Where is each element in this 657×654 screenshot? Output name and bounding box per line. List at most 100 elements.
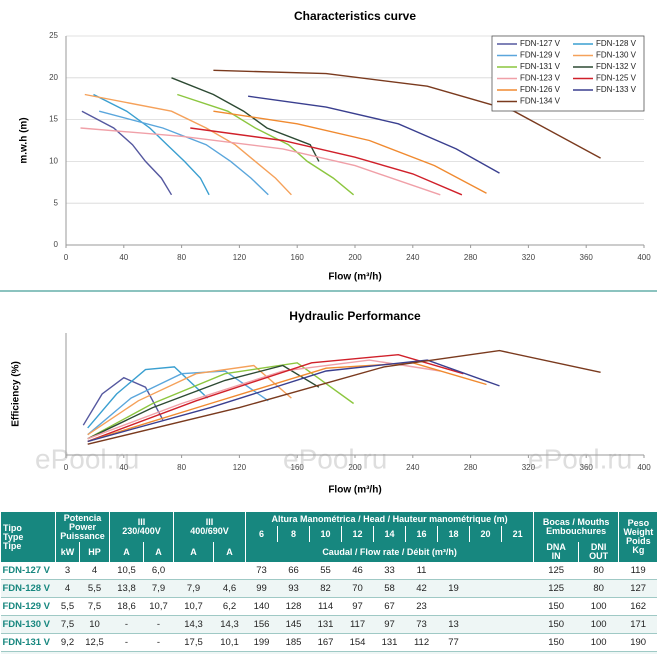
cell <box>437 562 470 580</box>
series-line <box>87 366 209 429</box>
cell: 7,9 <box>143 579 174 598</box>
unit: A <box>142 542 174 562</box>
cell: 199 <box>245 633 278 652</box>
x-tick-label: 280 <box>464 253 478 262</box>
chart-title: Characteristics curve <box>294 9 416 23</box>
cell: 112 <box>405 633 438 652</box>
h: 400/690V <box>190 526 229 536</box>
h: OUT <box>589 551 609 561</box>
series-line <box>248 95 500 174</box>
cell: 169 <box>341 651 374 654</box>
cell: 67 <box>373 597 406 616</box>
x-tick-label: 120 <box>233 463 247 472</box>
h: Puissance <box>60 530 105 541</box>
cell: 15 <box>79 651 110 654</box>
table-row: FDN-130 V 7,5 10- -14,3 14,3 156 145 131 117 97 73… <box>0 615 657 634</box>
series-line <box>81 110 173 196</box>
head-value: 18 <box>437 526 470 542</box>
cell: 171 <box>618 615 657 634</box>
x-tick-label: 400 <box>637 463 651 472</box>
x-tick-label: 200 <box>348 253 362 262</box>
cell <box>501 562 534 580</box>
cell: 66 <box>277 562 310 580</box>
cell: 73 <box>245 562 278 580</box>
head-value: 12 <box>341 526 374 542</box>
cell <box>469 633 502 652</box>
type-head: Tipo Type Tipe <box>0 512 56 562</box>
h: DNA <box>546 542 566 552</box>
unit: DNA IN <box>533 542 579 562</box>
x-tick-label: 160 <box>291 253 305 262</box>
watermark: ePool.ru <box>528 443 632 474</box>
cell: - <box>277 651 310 654</box>
cell: 123 <box>405 651 438 654</box>
cell: 17,5 <box>173 633 214 652</box>
cell: - <box>143 651 174 654</box>
cell: 185 <box>277 633 310 652</box>
table-header: Tipo Type Tipe Potencia Power Puissance III 2… <box>0 512 657 562</box>
cell: 10,5 <box>109 562 144 580</box>
h: Potencia <box>63 512 102 523</box>
cell: 125 <box>533 562 579 580</box>
y-tick-label: 20 <box>49 73 58 82</box>
chart-title: Hydraulic Performance <box>289 309 421 323</box>
cell: 119 <box>618 562 657 580</box>
cell: 80 <box>578 579 619 598</box>
cell: 139 <box>373 651 406 654</box>
cell: 100 <box>578 633 619 652</box>
cell: 13,8 <box>109 579 144 598</box>
watermark: ePool.ru <box>35 443 139 474</box>
h: Tipo <box>3 522 22 533</box>
x-tick-label: 320 <box>522 463 536 472</box>
cell: 77 <box>437 633 470 652</box>
cell: 20,4 <box>173 651 214 654</box>
series-line <box>84 93 292 196</box>
cell: 102 <box>437 651 470 654</box>
v690-head: III 400/690V <box>173 512 246 542</box>
h: IN <box>551 551 561 561</box>
legend-label: FDN-134 V <box>520 97 561 106</box>
cell: 127 <box>618 579 657 598</box>
unit: A <box>213 542 246 562</box>
series-line <box>82 376 164 426</box>
y-tick-label: 10 <box>49 157 58 166</box>
spec-table: Tipo Type Tipe Potencia Power Puissance III 2… <box>0 512 657 654</box>
x-tick-label: 40 <box>119 463 128 472</box>
cell: 221 <box>618 651 657 654</box>
power-head: Potencia Power Puissance <box>55 512 110 542</box>
legend-label: FDN-125 V <box>596 74 637 83</box>
y-tick-label: 25 <box>49 31 58 40</box>
series-line <box>177 93 355 196</box>
cell: 100 <box>578 597 619 616</box>
legend-label: FDN-123 V <box>520 74 561 83</box>
cell: 117 <box>341 615 374 634</box>
cell: - <box>143 615 174 634</box>
cell: 5,5 <box>55 597 80 616</box>
y-tick-label: 0 <box>54 240 59 249</box>
x-axis-label: Flow (m³/h) <box>328 485 381 496</box>
cell: 4,6 <box>213 579 246 598</box>
cell <box>469 597 502 616</box>
cell: 80 <box>578 562 619 580</box>
x-tick-label: 80 <box>177 463 186 472</box>
cell: 5,5 <box>79 579 110 598</box>
cell: 6,0 <box>143 562 174 580</box>
unit: kW <box>55 542 80 562</box>
y-tick-label: 5 <box>54 198 59 207</box>
y-tick-label: 15 <box>49 115 58 124</box>
model-name: FDN-129 V <box>0 597 56 616</box>
model-name: FDN-128 V <box>0 579 56 598</box>
h: III <box>137 517 146 527</box>
x-tick-label: 360 <box>580 463 594 472</box>
cell: 11 <box>405 562 438 580</box>
head-value: 16 <box>405 526 438 542</box>
cell: 167 <box>309 633 342 652</box>
cell <box>213 562 246 580</box>
unit: HP <box>79 542 110 562</box>
table-row: FDN-131 V 9,2 12,5- -17,5 10,1 199 185 167 154 13… <box>0 633 657 652</box>
h: Bocas / Mouths <box>542 517 610 527</box>
legend-box <box>491 35 645 112</box>
charts: Characteristics curve Flow (m³/h) m.w.h (m… <box>0 9 657 496</box>
cell: 14,3 <box>213 615 246 634</box>
